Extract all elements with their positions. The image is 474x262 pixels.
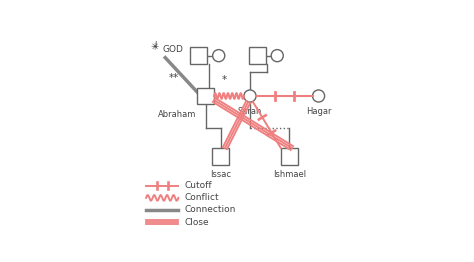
Text: Sarah: Sarah <box>238 107 262 116</box>
Circle shape <box>312 90 325 102</box>
Text: **: ** <box>169 73 180 83</box>
Text: ✳: ✳ <box>150 42 158 52</box>
Text: |: | <box>155 41 157 48</box>
Text: *: * <box>222 75 228 85</box>
Bar <box>281 148 298 165</box>
Text: Conflict: Conflict <box>184 193 219 202</box>
Circle shape <box>271 50 283 62</box>
Bar <box>190 47 207 64</box>
Bar <box>248 47 265 64</box>
Text: Ishmael: Ishmael <box>273 170 306 179</box>
Text: GOD: GOD <box>162 45 183 54</box>
Text: Connection: Connection <box>184 205 236 215</box>
Text: Hagar: Hagar <box>306 107 331 116</box>
Text: Cutoff: Cutoff <box>184 181 212 190</box>
Text: Close: Close <box>184 217 209 227</box>
Text: Abraham: Abraham <box>158 110 196 118</box>
Bar <box>212 148 229 165</box>
Circle shape <box>213 50 225 62</box>
Bar <box>197 88 214 105</box>
Circle shape <box>244 90 256 102</box>
Text: Issac: Issac <box>210 170 231 179</box>
